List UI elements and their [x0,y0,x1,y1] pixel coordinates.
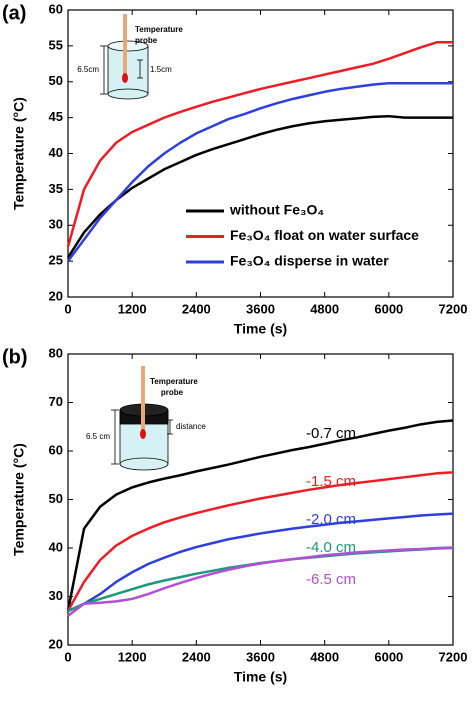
data-line [66,41,453,248]
y-tick-label: 30 [49,588,63,603]
y-tick-label: 20 [49,288,63,303]
x-tick-label: 7200 [439,301,468,316]
inset-label: distance [176,422,206,431]
y-tick-label: 40 [49,539,63,554]
inset-label: probe [135,36,158,45]
x-tick-label: 6000 [374,301,403,316]
y-axis-label: Temperature (°C) [11,97,27,210]
y-axis-label: Temperature (°C) [11,443,27,556]
y-tick-label: 30 [49,217,63,232]
y-tick-label: 50 [49,73,63,88]
data-line [66,81,453,262]
x-tick-label: 1200 [118,301,147,316]
x-axis-label: Time (s) [234,321,287,337]
x-tick-label: 2400 [182,649,211,664]
y-tick-label: 55 [49,37,63,52]
y-tick-label: 70 [49,394,63,409]
series-label: -1.5 cm [306,473,356,490]
data-line [67,546,454,617]
y-tick-label: 50 [49,491,63,506]
inset-diagram-b [111,366,173,471]
series-label: -6.5 cm [306,571,356,588]
y-tick-label: 25 [49,253,63,268]
x-tick-label: 4800 [310,649,339,664]
x-tick-label: 3600 [246,301,275,316]
y-tick-label: 20 [49,636,63,651]
x-tick-label: 6000 [374,649,403,664]
inset-label: 6.5cm [77,65,99,74]
y-tick-label: 40 [49,145,63,160]
x-tick-label: 1200 [118,649,147,664]
data-line [66,114,453,259]
inset-label: Temperature [150,377,198,386]
data-line [67,512,454,613]
x-tick-label: 3600 [246,649,275,664]
inset-diagram-a [100,14,149,100]
panel-label: (a) [2,2,26,24]
legend-label: Fe₃O₄ float on water surface [230,227,419,243]
series-label: -4.0 cm [306,539,356,556]
panel-label: (b) [2,346,28,368]
inset-label: 1.5cm [150,65,172,74]
y-tick-label: 60 [49,1,63,16]
x-tick-label: 7200 [439,649,468,664]
y-tick-label: 45 [49,109,63,124]
x-tick-label: 0 [64,649,71,664]
y-tick-label: 80 [49,345,63,360]
x-tick-label: 0 [64,301,71,316]
inset-label: 6.5 cm [86,432,110,441]
y-tick-label: 35 [49,181,63,196]
x-tick-label: 4800 [310,301,339,316]
y-tick-label: 60 [49,442,63,457]
inset-label: Temperature [135,25,183,34]
data-line [66,471,454,612]
x-tick-label: 2400 [182,301,211,316]
x-axis-label: Time (s) [234,669,287,685]
legend-label: without Fe₃O₄ [229,202,324,218]
legend-label: Fe₃O₄ disperse in water [230,253,389,269]
series-label: -0.7 cm [306,425,356,442]
inset-label: probe [161,388,184,397]
data-line [66,419,454,612]
series-label: -2.0 cm [306,511,356,528]
